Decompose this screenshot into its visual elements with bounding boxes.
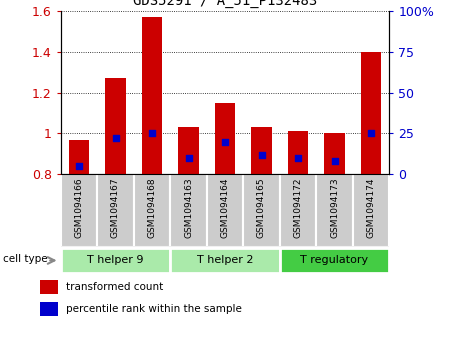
Text: GSM1094163: GSM1094163: [184, 178, 193, 238]
Bar: [353, 174, 389, 247]
Bar: [170, 174, 207, 247]
Text: GSM1094172: GSM1094172: [293, 178, 302, 238]
Bar: [134, 174, 170, 247]
Point: [221, 139, 229, 144]
Text: T helper 9: T helper 9: [87, 256, 144, 265]
Bar: [170, 248, 280, 273]
Point: [148, 130, 156, 136]
Point: [367, 130, 374, 136]
Bar: [61, 248, 170, 273]
Text: GSM1094167: GSM1094167: [111, 178, 120, 238]
Text: GSM1094165: GSM1094165: [257, 178, 266, 238]
Text: GSM1094166: GSM1094166: [75, 178, 84, 238]
Bar: [40, 280, 58, 294]
Text: cell type: cell type: [3, 254, 48, 264]
Bar: [215, 103, 235, 174]
Bar: [97, 174, 134, 247]
Bar: [361, 52, 381, 174]
Title: GDS5291 / A_51_P132483: GDS5291 / A_51_P132483: [133, 0, 317, 8]
Bar: [207, 174, 243, 247]
Bar: [280, 174, 316, 247]
Text: T helper 2: T helper 2: [197, 256, 253, 265]
Point: [294, 155, 302, 161]
Text: transformed count: transformed count: [66, 282, 163, 292]
Bar: [61, 174, 97, 247]
Bar: [105, 78, 126, 174]
Text: GSM1094174: GSM1094174: [366, 178, 375, 238]
Bar: [288, 131, 308, 174]
Bar: [40, 302, 58, 316]
Bar: [179, 127, 198, 174]
Text: percentile rank within the sample: percentile rank within the sample: [66, 303, 242, 314]
Text: T regulatory: T regulatory: [301, 256, 369, 265]
Point: [258, 152, 265, 158]
Bar: [243, 174, 280, 247]
Point: [112, 135, 119, 141]
Text: GSM1094168: GSM1094168: [148, 178, 157, 238]
Bar: [280, 248, 389, 273]
Point: [76, 163, 83, 169]
Bar: [324, 133, 345, 174]
Text: GSM1094173: GSM1094173: [330, 178, 339, 238]
Bar: [316, 174, 353, 247]
Point: [331, 158, 338, 164]
Bar: [69, 139, 89, 174]
Point: [185, 155, 192, 161]
Bar: [252, 127, 271, 174]
Bar: [142, 17, 162, 174]
Text: GSM1094164: GSM1094164: [220, 178, 230, 238]
